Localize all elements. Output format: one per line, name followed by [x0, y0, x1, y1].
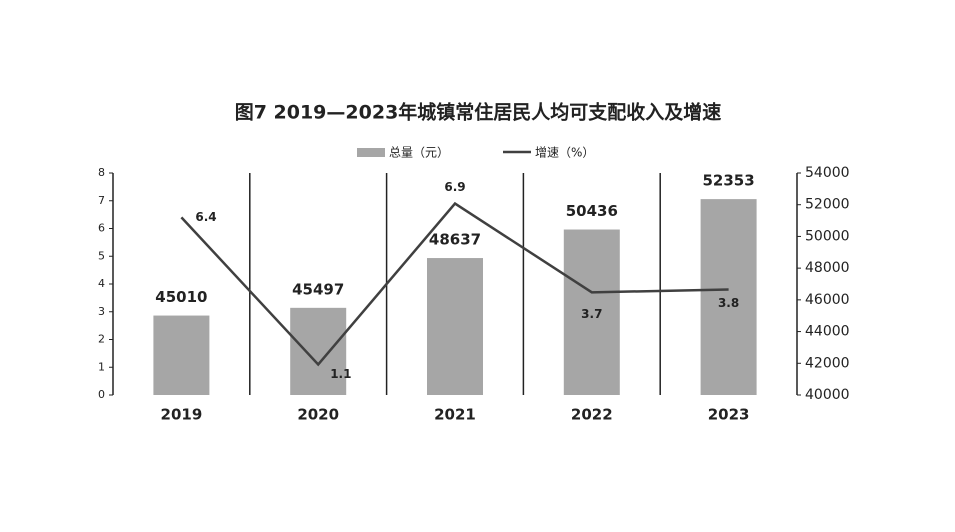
bar-label: 48637: [429, 231, 481, 249]
bar: [290, 307, 347, 395]
y2-tick-label: 40000: [805, 387, 850, 403]
y-tick-label: 2: [98, 333, 105, 346]
bar-label: 45010: [155, 288, 207, 306]
y2-tick-label: 44000: [805, 324, 850, 340]
bar: [563, 229, 620, 395]
line-label: 3.8: [718, 296, 739, 310]
y-tick-label: 7: [98, 194, 105, 207]
bar: [700, 199, 757, 395]
y2-tick-label: 50000: [805, 228, 850, 244]
legend-label: 增速（%）: [535, 146, 594, 160]
bar-label: 52353: [703, 172, 755, 190]
y-tick-label: 0: [98, 388, 105, 401]
y-tick-label: 1: [98, 360, 105, 373]
y2-tick-label: 46000: [805, 292, 850, 308]
y-tick-label: 6: [98, 222, 105, 235]
bar-label: 50436: [566, 202, 618, 220]
line: [180, 201, 729, 367]
y-tick-label: 5: [98, 249, 105, 262]
y2-tick-label: 54000: [805, 165, 850, 181]
chart-title: 图7 2019—2023年城镇常住居民人均可支配收入及增速: [235, 101, 722, 124]
y2-tick-label: 48000: [805, 260, 850, 276]
bar: [427, 258, 483, 395]
legend-swatch: [357, 148, 385, 157]
line-label: 3.7: [581, 307, 602, 321]
line-label: 1.1: [330, 367, 351, 381]
y-tick-label: 4: [98, 277, 105, 290]
y-tick-label: 3: [98, 305, 105, 318]
x-tick-label: 2021: [434, 406, 476, 424]
y2-tick-label: 42000: [805, 355, 850, 371]
x-tick-label: 2020: [297, 406, 339, 424]
x-tick-label: 2019: [161, 406, 203, 424]
y2-tick-label: 52000: [805, 197, 850, 213]
x-tick-label: 2023: [708, 406, 750, 424]
y-tick-label: 8: [98, 166, 105, 179]
bar-label: 45497: [292, 280, 344, 298]
line-label: 6.9: [444, 180, 465, 194]
legend-label: 总量（元）: [389, 146, 449, 160]
line-label: 6.4: [195, 210, 216, 224]
x-tick-label: 2022: [571, 406, 613, 424]
bar: [153, 315, 210, 395]
